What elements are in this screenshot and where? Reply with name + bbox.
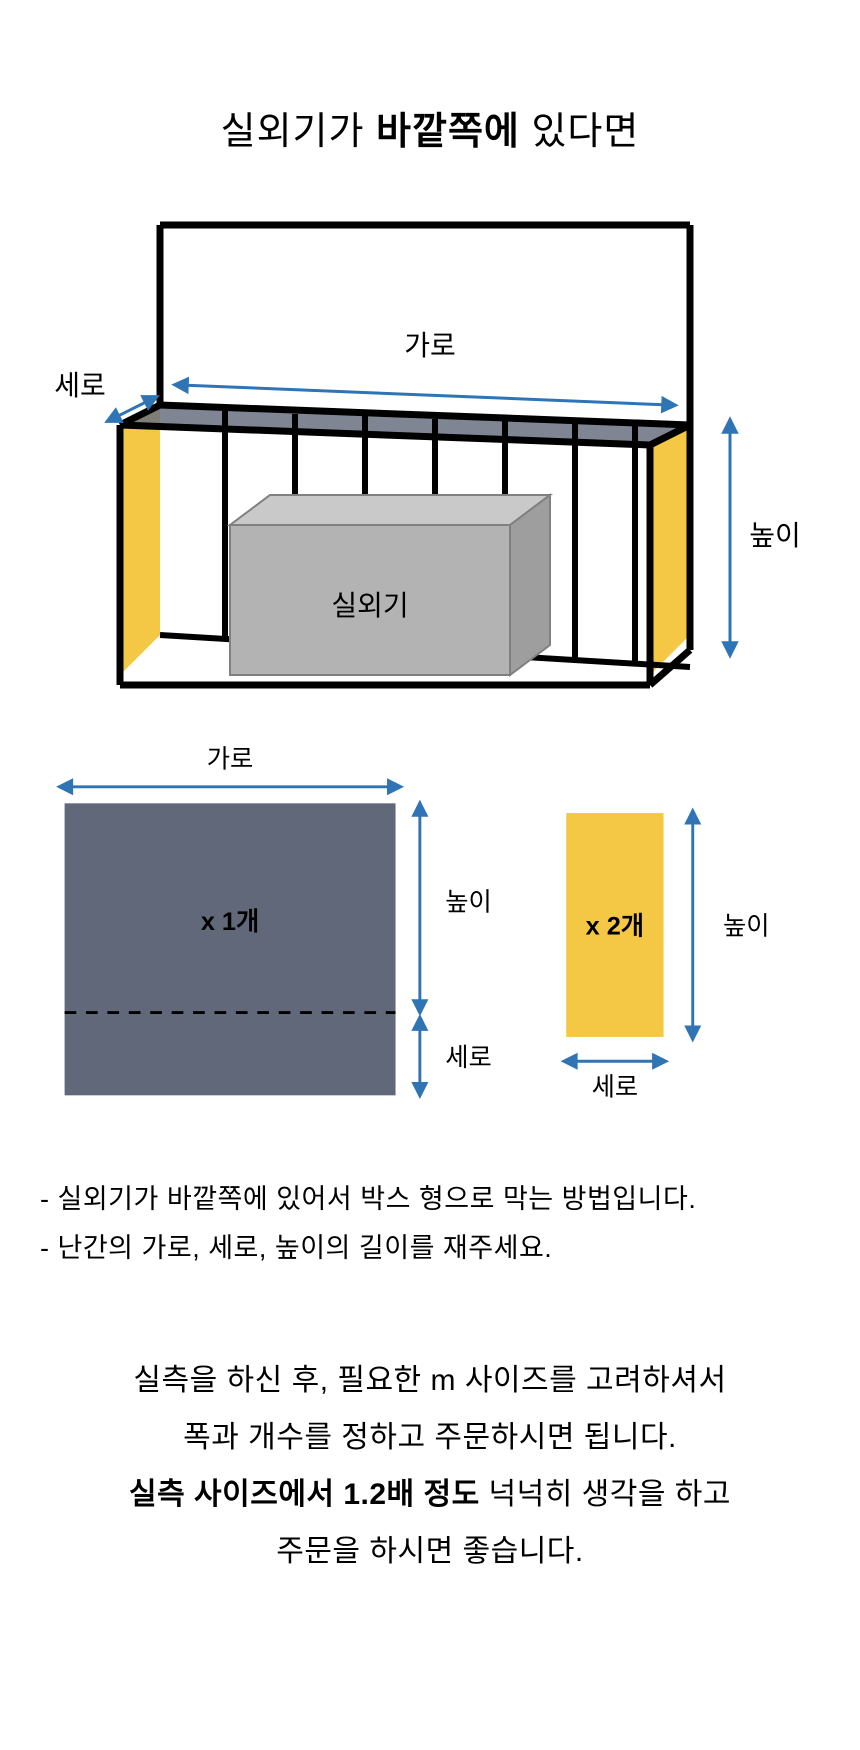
note-line-3-bold: 실측 사이즈에서 1.2배 정도 — [129, 1478, 480, 1511]
panel-big-depth-label: 세로 — [445, 1044, 492, 1072]
note-block: 실측을 하신 후, 필요한 m 사이즈를 고려하셔서 폭과 개수를 정하고 주문… — [40, 1352, 820, 1580]
note-line-2: 폭과 개수를 정하고 주문하시면 됩니다. — [40, 1409, 820, 1466]
title-pre: 실외기가 — [221, 111, 376, 153]
note-line-1: 실측을 하신 후, 필요한 m 사이즈를 고려하셔서 — [40, 1352, 820, 1409]
title-bold: 바깥쪽에 — [376, 111, 520, 153]
note-line-4: 주문을 하시면 좋습니다. — [40, 1523, 820, 1580]
label-height-3d: 높이 — [749, 520, 801, 551]
diagram-3d: 실외기 가로 세로 — [50, 195, 810, 715]
panel-small-height-label: 높이 — [723, 913, 770, 941]
bullet-2: - 난간의 가로, 세로, 높이의 길이를 재주세요. — [40, 1224, 820, 1273]
panel-big: 가로 x 1개 높이 세로 — [50, 735, 507, 1115]
panel-small-qty: x 2개 — [586, 913, 644, 941]
panel-small: x 2개 높이 세로 — [537, 735, 810, 1115]
note-line-3: 실측 사이즈에서 1.2배 정도 넉넉히 생각을 하고 — [40, 1466, 820, 1523]
panels-row: 가로 x 1개 높이 세로 x 2개 높이 — [40, 735, 820, 1145]
panel-small-depth-label: 세로 — [592, 1073, 639, 1101]
label-depth-3d: 세로 — [54, 370, 106, 401]
page-title: 실외기가 바깥쪽에 있다면 — [40, 100, 820, 155]
title-post: 있다면 — [520, 111, 639, 153]
bullet-1: - 실외기가 바깥쪽에 있어서 박스 형으로 막는 방법입니다. — [40, 1175, 820, 1224]
bullet-list: - 실외기가 바깥쪽에 있어서 박스 형으로 막는 방법입니다. - 난간의 가… — [40, 1175, 820, 1272]
panel-big-height-label: 높이 — [445, 888, 492, 916]
label-width-3d: 가로 — [404, 330, 456, 361]
note-line-3-rest: 넉넉히 생각을 하고 — [480, 1478, 731, 1511]
unit-label: 실외기 — [331, 590, 408, 621]
panel-big-width-label: 가로 — [207, 745, 254, 773]
panel-big-qty: x 1개 — [201, 908, 259, 936]
